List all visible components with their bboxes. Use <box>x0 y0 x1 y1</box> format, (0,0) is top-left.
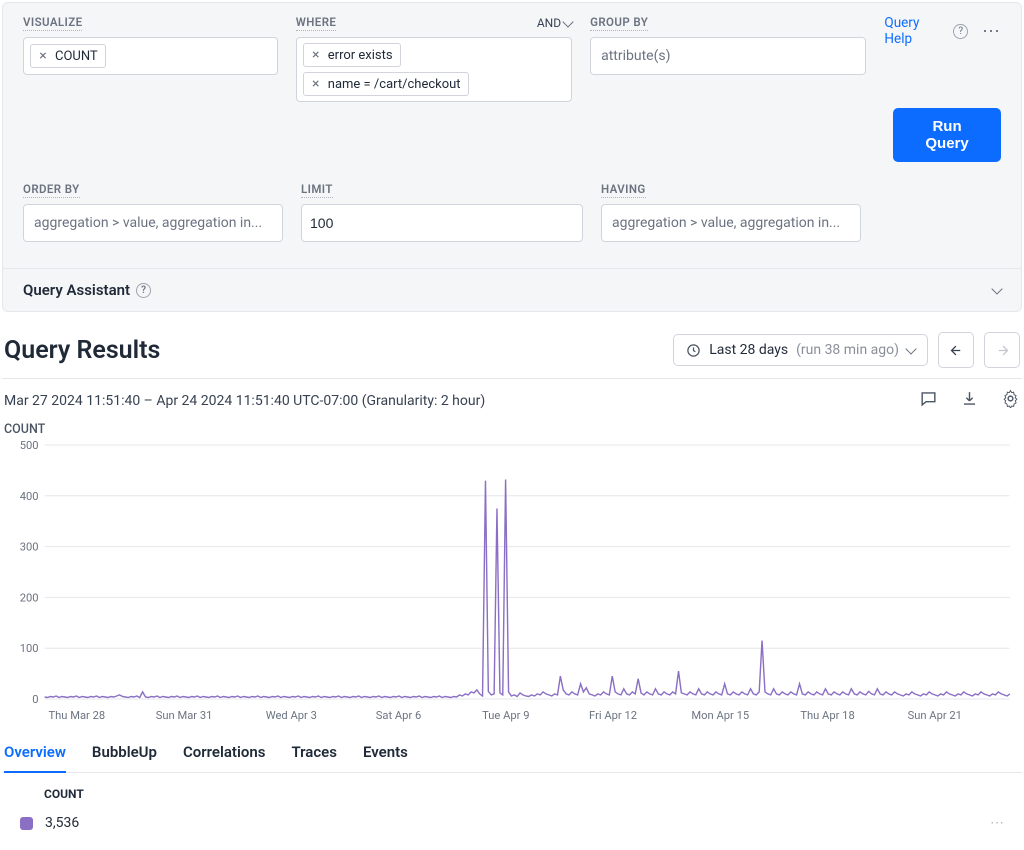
having-input[interactable]: aggregation > value, aggregation in... <box>601 204 861 242</box>
svg-text:Wed Apr 3: Wed Apr 3 <box>266 709 317 722</box>
table-header: COUNT <box>20 787 1004 809</box>
clock-icon <box>686 343 701 358</box>
where-cell: WHERE AND × error exists × name = /cart/che… <box>296 15 572 102</box>
svg-text:Tue Apr 9: Tue Apr 9 <box>482 709 529 722</box>
svg-text:Fri Apr 12: Fri Apr 12 <box>589 709 637 722</box>
visualize-input[interactable]: × COUNT <box>23 37 278 75</box>
filter-pill[interactable]: × name = /cart/checkout <box>303 72 469 96</box>
svg-text:Thu Apr 18: Thu Apr 18 <box>800 709 854 722</box>
and-or-selector[interactable]: AND <box>537 16 572 30</box>
run-query-button[interactable]: Run Query <box>893 108 1001 162</box>
svg-text:100: 100 <box>20 642 39 655</box>
tab-traces[interactable]: Traces <box>291 743 337 772</box>
count-chart[interactable]: 0 100 200 300 400 500 Thu Mar 28 Sun Mar 31 Wed… <box>4 439 1020 729</box>
close-icon[interactable]: × <box>35 48 51 64</box>
chart-series-label: COUNT <box>4 422 1020 437</box>
query-help-text: Query Help <box>884 15 948 47</box>
help-icon: ? <box>136 283 151 298</box>
svg-text:300: 300 <box>20 541 39 554</box>
chart-area: COUNT 0 100 200 300 400 500 Thu Mar 28 Sun Mar… <box>2 418 1022 729</box>
nav-back-button[interactable] <box>938 332 974 368</box>
having-placeholder: aggregation > value, aggregation in... <box>608 215 840 231</box>
filter-pill[interactable]: × error exists <box>303 43 401 67</box>
chevron-down-icon <box>562 16 573 27</box>
builder-top-right: Query Help ? ⋯ <box>884 15 1001 47</box>
svg-text:200: 200 <box>20 591 39 604</box>
results-tabs: Overview BubbleUp Correlations Traces Events <box>2 729 1022 773</box>
and-label: AND <box>537 16 561 30</box>
download-icon[interactable] <box>960 389 979 412</box>
results-table: COUNT 3,536 ⋯ <box>2 773 1022 845</box>
gear-icon[interactable] <box>1001 389 1020 412</box>
table-row[interactable]: 3,536 ⋯ <box>20 809 1004 837</box>
groupby-input[interactable]: attribute(s) <box>590 37 866 75</box>
series-swatch <box>20 817 33 830</box>
chevron-down-icon <box>991 283 1002 294</box>
svg-text:Sat Apr 6: Sat Apr 6 <box>376 709 422 722</box>
where-label: WHERE <box>296 15 337 31</box>
svg-text:Sun Apr 21: Sun Apr 21 <box>908 709 962 722</box>
orderby-input[interactable]: aggregation > value, aggregation in... <box>23 204 283 242</box>
arrow-left-icon <box>949 343 964 358</box>
limit-cell: LIMIT <box>301 182 583 242</box>
tab-events[interactable]: Events <box>363 743 408 772</box>
limit-input[interactable] <box>301 204 583 242</box>
close-icon[interactable]: × <box>308 47 324 63</box>
table-value: 3,536 <box>45 815 79 831</box>
visualize-cell: VISUALIZE × COUNT <box>23 15 278 75</box>
tab-bubbleup[interactable]: BubbleUp <box>92 743 157 772</box>
orderby-cell: ORDER BY aggregation > value, aggregatio… <box>23 182 283 242</box>
time-range-label: Last 28 days <box>709 342 788 358</box>
svg-text:Thu Mar 28: Thu Mar 28 <box>48 709 105 722</box>
svg-text:Sun Mar 31: Sun Mar 31 <box>156 709 213 722</box>
visualize-label: VISUALIZE <box>23 15 82 31</box>
time-range-selector[interactable]: Last 28 days (run 38 min ago) <box>673 334 928 366</box>
nav-forward-button <box>984 332 1020 368</box>
results-title: Query Results <box>4 336 160 365</box>
having-label: HAVING <box>601 182 646 198</box>
groupby-label: GROUP BY <box>590 15 648 31</box>
svg-text:400: 400 <box>20 490 39 503</box>
results-section: Query Results Last 28 days (run 38 min a… <box>0 314 1024 845</box>
limit-label: LIMIT <box>301 182 333 198</box>
where-input[interactable]: × error exists × name = /cart/checkout <box>296 37 572 102</box>
tab-correlations[interactable]: Correlations <box>183 743 266 772</box>
query-assistant-label: Query Assistant <box>23 281 130 299</box>
arrow-right-icon <box>995 343 1010 358</box>
comment-icon[interactable] <box>919 389 938 412</box>
having-cell: HAVING aggregation > value, aggregation … <box>601 182 861 242</box>
help-icon: ? <box>953 24 968 39</box>
orderby-label: ORDER BY <box>23 182 80 198</box>
query-assistant-bar[interactable]: Query Assistant ? <box>3 268 1021 311</box>
pill-label: COUNT <box>55 49 98 64</box>
row-more-icon[interactable]: ⋯ <box>990 815 1004 831</box>
close-icon[interactable]: × <box>308 76 324 92</box>
query-builder: VISUALIZE × COUNT WHERE AND × error exists… <box>2 2 1022 312</box>
pill-label: name = /cart/checkout <box>328 77 461 92</box>
query-help-link[interactable]: Query Help ? <box>884 15 968 47</box>
svg-text:500: 500 <box>20 439 39 452</box>
time-detail-text: Mar 27 2024 11:51:40 – Apr 24 2024 11:51… <box>4 393 485 409</box>
limit-field[interactable] <box>308 213 576 233</box>
groupby-placeholder: attribute(s) <box>597 48 670 64</box>
svg-text:Mon Apr 15: Mon Apr 15 <box>691 709 749 722</box>
svg-text:0: 0 <box>32 693 38 706</box>
pill-label: error exists <box>328 48 393 63</box>
chevron-down-icon <box>905 343 916 354</box>
groupby-cell: GROUP BY attribute(s) <box>590 15 866 75</box>
orderby-placeholder: aggregation > value, aggregation in... <box>30 215 262 231</box>
time-ago-label: (run 38 min ago) <box>796 342 899 358</box>
filter-pill[interactable]: × COUNT <box>30 44 106 68</box>
tab-overview[interactable]: Overview <box>4 743 66 773</box>
more-icon[interactable]: ⋯ <box>982 21 1001 42</box>
